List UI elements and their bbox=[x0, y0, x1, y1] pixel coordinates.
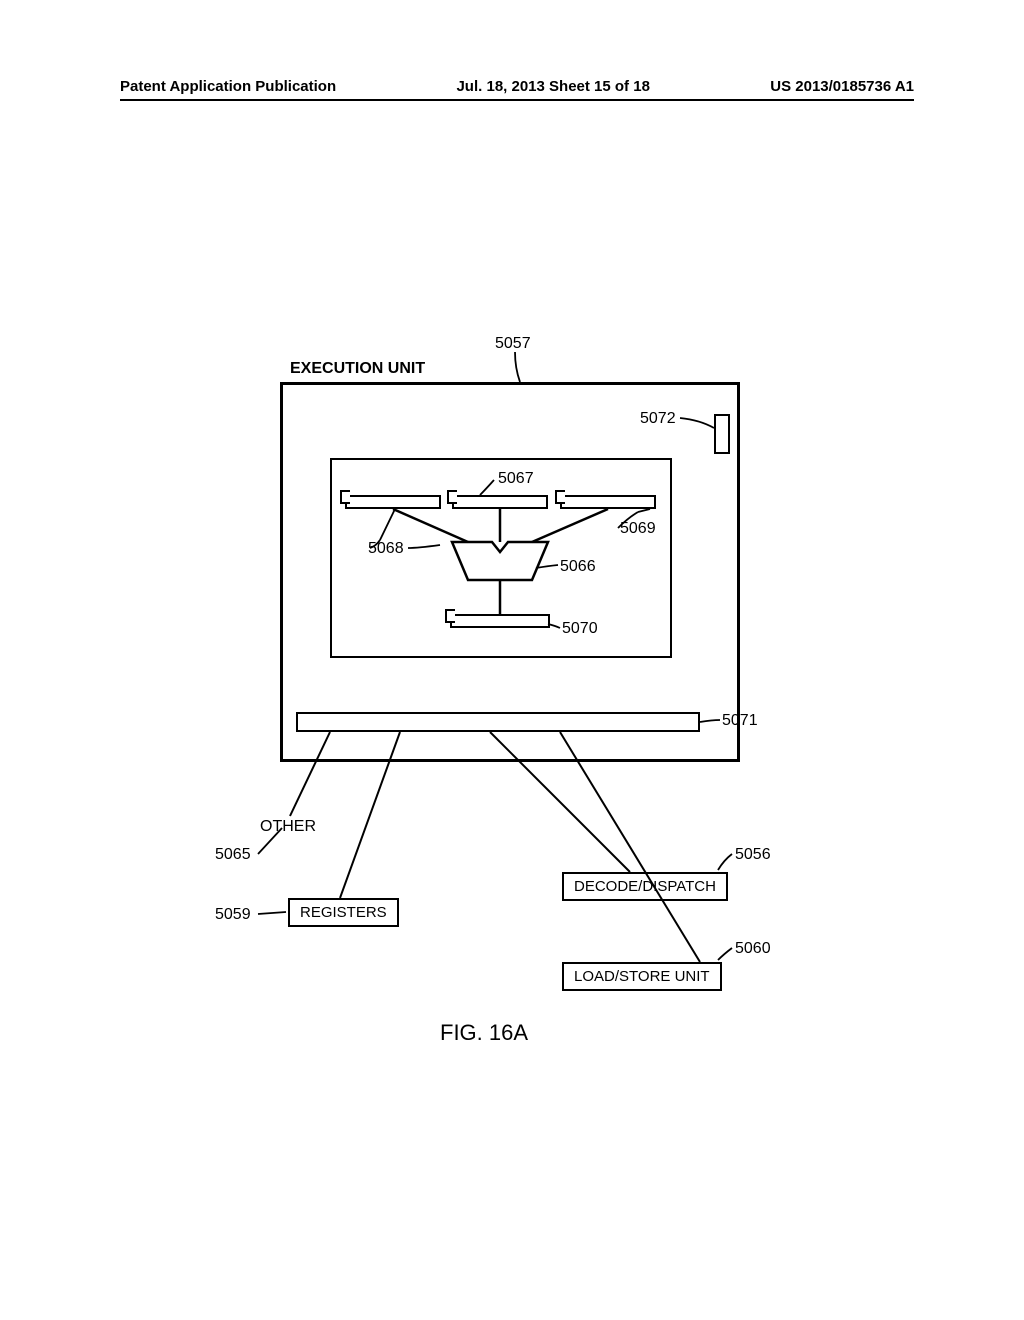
ref-5069: 5069 bbox=[620, 520, 656, 538]
input-reg-right-shadow bbox=[555, 490, 565, 504]
ref-5060: 5060 bbox=[735, 940, 771, 958]
side-block-5072 bbox=[714, 414, 730, 454]
ref-5057: 5057 bbox=[495, 335, 531, 353]
execution-unit-label: EXECUTION UNIT bbox=[290, 360, 425, 378]
ref-5059: 5059 bbox=[215, 906, 251, 924]
bar-5071 bbox=[296, 712, 700, 732]
ref-5072: 5072 bbox=[640, 410, 676, 428]
input-reg-mid bbox=[452, 495, 548, 509]
figure-caption: FIG. 16A bbox=[440, 1020, 528, 1046]
input-reg-mid-shadow bbox=[447, 490, 457, 504]
ref-5070: 5070 bbox=[562, 620, 598, 638]
output-reg-shadow bbox=[445, 609, 455, 623]
load-store-box: LOAD/STORE UNIT bbox=[562, 962, 722, 991]
registers-box: REGISTERS bbox=[288, 898, 399, 927]
ref-5068: 5068 bbox=[368, 540, 404, 558]
output-reg bbox=[450, 614, 550, 628]
input-reg-right bbox=[560, 495, 656, 509]
ref-5066: 5066 bbox=[560, 558, 596, 576]
ref-5071: 5071 bbox=[722, 712, 758, 730]
other-label: OTHER bbox=[260, 818, 316, 836]
alu-label: ALU bbox=[484, 552, 513, 569]
ref-5067: 5067 bbox=[498, 470, 534, 488]
ref-5065: 5065 bbox=[215, 846, 251, 864]
input-reg-left bbox=[345, 495, 441, 509]
ref-5056: 5056 bbox=[735, 846, 771, 864]
input-reg-left-shadow bbox=[340, 490, 350, 504]
decode-dispatch-box: DECODE/DISPATCH bbox=[562, 872, 728, 901]
diagram-container: EXECUTION UNIT 5057 5072 5067 5069 5068 … bbox=[0, 0, 1024, 1320]
